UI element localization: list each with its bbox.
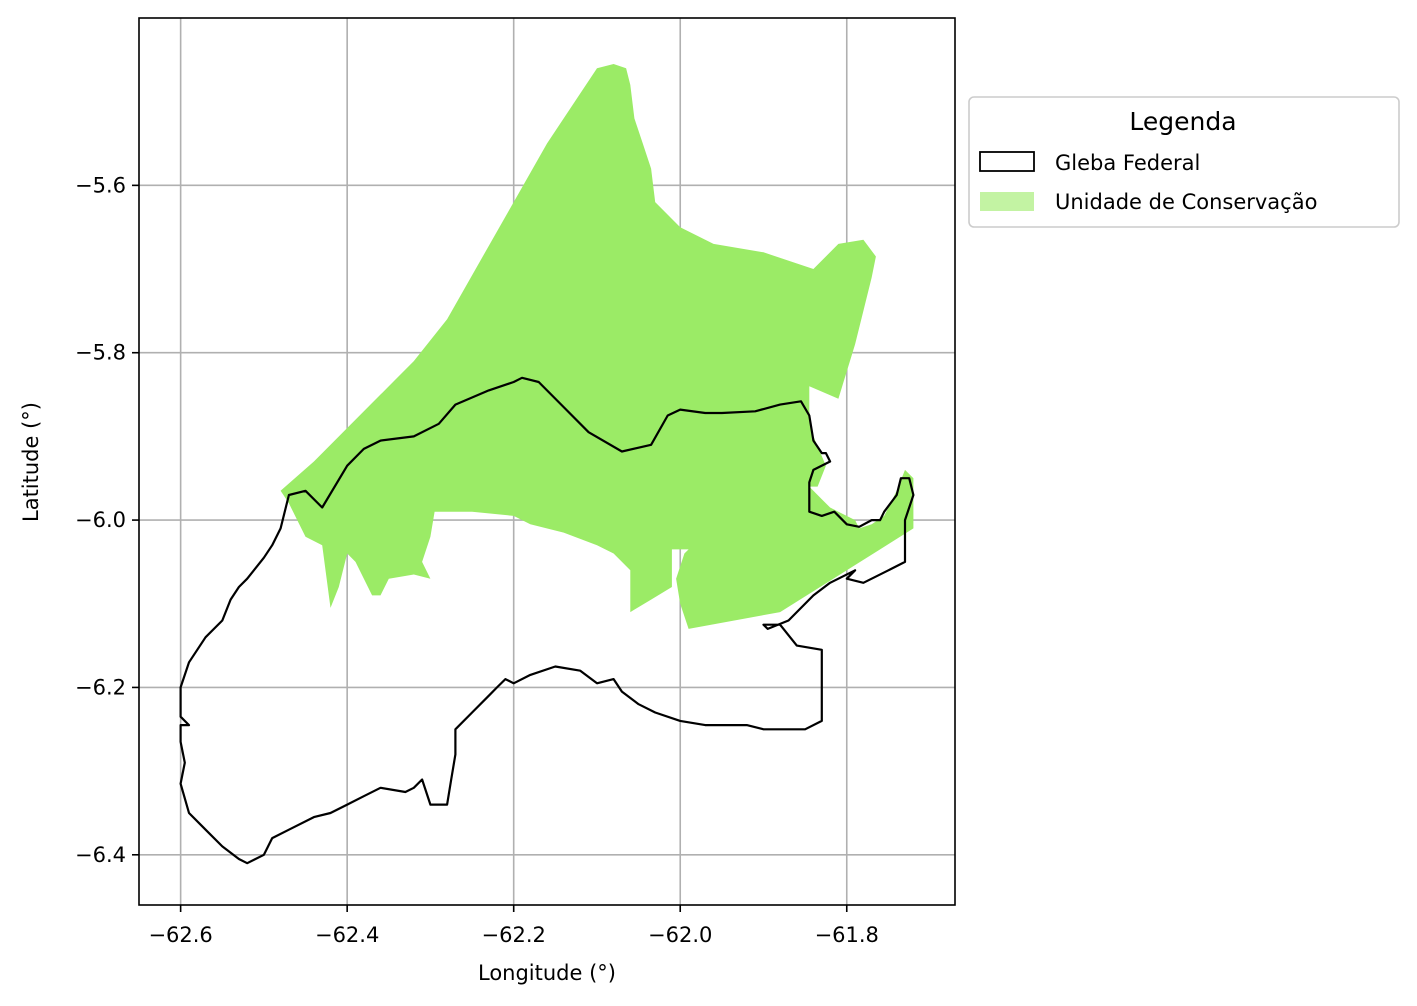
legend-title: Legenda xyxy=(1129,107,1236,136)
x-tick-label: −62.0 xyxy=(648,923,712,947)
legend: Legenda Gleba Federal Unidade de Conserv… xyxy=(968,96,1400,228)
map-layer-unidade-de-conservacao xyxy=(280,64,914,629)
y-tick-label: −5.8 xyxy=(75,341,126,365)
x-tick-label: −62.6 xyxy=(148,923,212,947)
y-tick-label: −5.6 xyxy=(75,173,126,197)
legend-label-gleba-federal: Gleba Federal xyxy=(1055,151,1200,175)
x-axis-ticks: −62.6 −62.4 −62.2 −62.0 −61.8 xyxy=(148,905,879,947)
map-layer-gleba-federal xyxy=(179,376,915,865)
legend-label-unidade-de-conservacao: Unidade de Conservação xyxy=(1055,190,1317,214)
legend-swatch-gleba-federal xyxy=(979,151,1035,172)
y-tick-label: −6.2 xyxy=(75,675,126,699)
map-layers xyxy=(179,64,915,865)
y-axis-title: Latitude (°) xyxy=(19,402,43,522)
legend-swatch-unidade-de-conservacao xyxy=(980,192,1034,211)
y-tick-label: −6.4 xyxy=(75,843,126,867)
x-axis-title: Longitude (°) xyxy=(478,961,616,985)
x-tick-label: −62.4 xyxy=(315,923,379,947)
x-tick-label: −61.8 xyxy=(815,923,879,947)
plot-frame xyxy=(138,17,956,906)
y-tick-label: −6.0 xyxy=(75,508,126,532)
y-axis-ticks: −5.6 −5.8 −6.0 −6.2 −6.4 xyxy=(75,173,139,867)
legend-frame xyxy=(968,96,1400,228)
x-tick-label: −62.2 xyxy=(482,923,546,947)
